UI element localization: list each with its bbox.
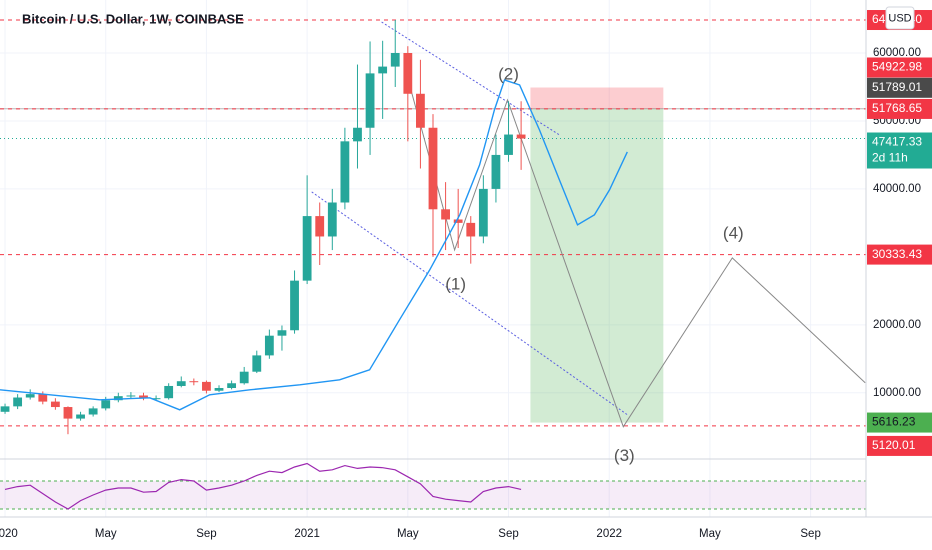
channel-line — [311, 191, 628, 416]
wave-label: (3) — [614, 446, 635, 465]
y-tick-label: 20000.00 — [873, 319, 921, 331]
price-label: 47417.33 — [872, 135, 922, 149]
x-tick-label: 2020 — [0, 528, 18, 540]
candle-body — [202, 381, 211, 391]
candle-body — [25, 394, 35, 398]
price-label-box — [867, 412, 932, 433]
currency-badge[interactable]: USD — [885, 6, 915, 30]
candle-body — [403, 53, 413, 94]
y-tick-label: 40000.00 — [873, 183, 921, 195]
candle-body — [441, 209, 450, 220]
wave-label: (1) — [445, 274, 466, 293]
candle-body — [416, 93, 425, 128]
candle-body — [428, 127, 438, 210]
x-tick-label: May — [699, 528, 721, 540]
candle-body — [189, 381, 199, 383]
candle-body — [290, 280, 299, 331]
candle-body — [126, 395, 136, 397]
y-tick-label: 60000.00 — [873, 47, 921, 59]
candle-body — [340, 141, 350, 203]
price-label: 51789.01 — [872, 80, 922, 94]
candle-body — [239, 371, 249, 384]
candle-body — [378, 66, 388, 74]
candle-body — [164, 385, 174, 399]
wave-path — [409, 84, 866, 428]
y-tick-label: 10000.00 — [873, 387, 921, 399]
x-tick-label: 2021 — [294, 528, 320, 540]
candle-body — [478, 188, 488, 237]
x-tick-label: May — [397, 528, 419, 540]
candle-body — [50, 401, 60, 408]
rsi-pane — [0, 462, 866, 510]
currency-badge-box[interactable] — [885, 6, 915, 30]
countdown-label: 2d 11h — [872, 151, 908, 165]
main-pane — [0, 19, 866, 435]
candle-body — [491, 154, 501, 189]
x-tick-label: Sep — [800, 528, 820, 540]
chart-title: Bitcoin / U.S. Dollar, 1W, COINBASE — [22, 11, 244, 26]
candle-body — [227, 383, 237, 389]
currency-badge-text[interactable]: USD — [888, 12, 911, 24]
candle-body — [365, 73, 375, 128]
candle-body — [38, 394, 48, 402]
candle-body — [252, 355, 262, 372]
price-label: 5120.01 — [872, 438, 916, 452]
candle-body — [101, 400, 111, 409]
price-label-box — [867, 57, 932, 78]
candle-body — [277, 330, 287, 336]
candle-body — [504, 134, 513, 155]
price-label-box — [867, 132, 932, 169]
candle-body — [214, 388, 224, 391]
price-label: 30333.43 — [872, 247, 922, 261]
candle-body — [466, 222, 476, 237]
wave-label: (2) — [498, 64, 519, 83]
candle-body — [139, 395, 148, 399]
candle-body — [13, 397, 23, 407]
candle-body — [315, 216, 325, 237]
candle-body — [353, 127, 362, 142]
candle-body — [327, 202, 337, 237]
candle-body — [302, 216, 312, 281]
candle-body — [76, 414, 85, 419]
price-label-box — [867, 244, 932, 265]
moving-average — [0, 79, 628, 411]
candle-body — [453, 219, 463, 223]
price-label: 5616.23 — [872, 415, 916, 429]
candle-body — [151, 398, 161, 400]
candle-body — [390, 53, 400, 67]
candle-body — [63, 407, 73, 419]
x-tick-label: Sep — [498, 528, 518, 540]
candle-body — [113, 396, 123, 401]
wave-label: (4) — [723, 223, 744, 242]
x-tick-label: 2022 — [596, 528, 622, 540]
stop-zone — [530, 87, 664, 109]
x-tick-label: May — [95, 528, 117, 540]
rsi-band — [0, 481, 866, 509]
x-tick-label: Sep — [196, 528, 216, 540]
price-label-box — [867, 77, 932, 98]
candle-body — [0, 406, 10, 412]
price-label: 54922.98 — [872, 60, 922, 74]
price-label-box — [867, 98, 932, 119]
candle-body — [88, 408, 98, 415]
channel-line — [381, 21, 560, 136]
price-label: 51768.65 — [872, 101, 922, 115]
rsi-line — [4, 462, 522, 510]
candle-body — [264, 335, 274, 356]
candle-body — [176, 381, 186, 386]
candle-body — [516, 134, 526, 139]
price-label-box — [867, 435, 932, 456]
